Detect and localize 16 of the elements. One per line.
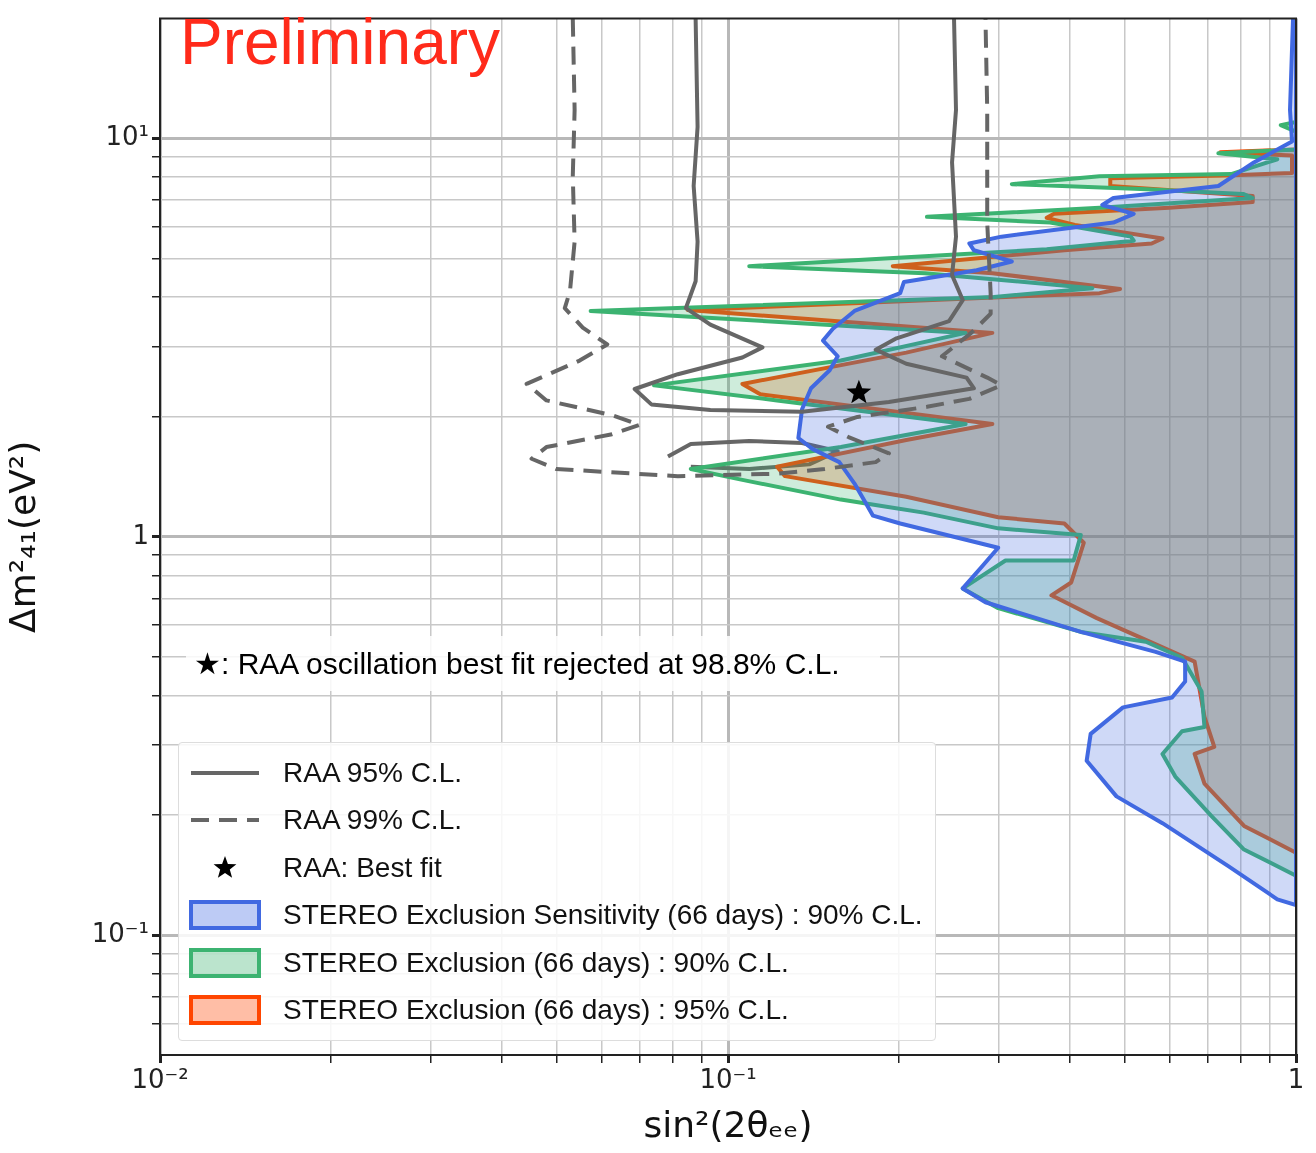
y-tick-label: 10¹ — [105, 121, 149, 152]
annotation: Preliminary — [180, 6, 501, 78]
x-axis-title: sin²(2θₑₑ) — [643, 1103, 813, 1145]
x-tick-label: 10⁻¹ — [699, 1064, 757, 1095]
y-tick-label: 1 — [132, 519, 149, 550]
legend-label: RAA 95% C.L. — [283, 756, 462, 789]
y-tick-label: 10⁻¹ — [91, 917, 149, 948]
y-axis-title: Δm²₄₁(eV²) — [1, 440, 43, 633]
x-tick-label: 10⁻² — [131, 1064, 189, 1095]
legend-label: RAA 99% C.L. — [283, 804, 462, 837]
legend-label: STEREO Exclusion (66 days) : 90% C.L. — [283, 946, 789, 979]
legend-label: RAA: Best fit — [283, 851, 442, 884]
legend-label: STEREO Exclusion (66 days) : 95% C.L. — [283, 994, 789, 1027]
annotation: ★: RAA oscillation best fit rejected at 98.8% C.L. — [186, 636, 880, 691]
x-tick-label: 1 — [1287, 1064, 1305, 1095]
legend-label: STEREO Exclusion Sensitivity (66 days) : 90% C.L. — [283, 899, 923, 932]
